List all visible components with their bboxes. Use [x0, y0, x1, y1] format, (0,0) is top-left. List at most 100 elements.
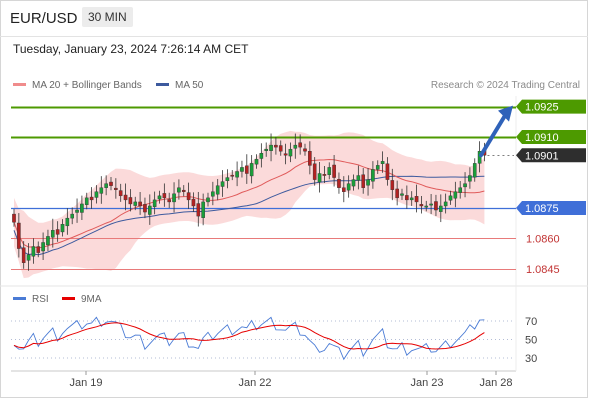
legend-ma20-label: MA 20 + Bollinger Bands — [32, 80, 142, 91]
candle-body — [468, 175, 472, 182]
candle-body — [186, 192, 191, 201]
candle-body — [424, 205, 429, 208]
bollinger-band — [14, 130, 485, 279]
candle-body — [89, 196, 94, 201]
candle-body — [191, 198, 196, 207]
candle-body — [312, 163, 317, 180]
candle-body — [409, 197, 414, 201]
candle-body — [337, 178, 341, 188]
rsi-ma-swatch-icon — [62, 296, 75, 300]
level-label-1.0875: 1.0875 — [516, 201, 586, 215]
candle-body — [463, 183, 467, 188]
candle-body — [332, 164, 336, 178]
candle-body — [429, 203, 433, 206]
candle-body — [60, 224, 65, 233]
candle-body — [293, 144, 298, 149]
candle-body — [269, 144, 273, 151]
candle-body — [249, 163, 254, 177]
level-tag-bg — [516, 148, 586, 163]
candle-body — [220, 181, 225, 187]
level-tag-text: 1.0910 — [525, 132, 559, 144]
level-label-1.0910: 1.0910 — [516, 130, 586, 144]
candle-body — [196, 203, 201, 217]
level-tag-bg — [516, 99, 586, 114]
candle-body — [472, 163, 477, 178]
legend-ma50-label: MA 50 — [175, 80, 204, 91]
x-tick-label: Jan 23 — [410, 377, 443, 389]
candle-body — [162, 193, 167, 199]
ma50-swatch-icon — [156, 82, 169, 86]
candle-body — [177, 187, 181, 193]
candle-body — [80, 203, 84, 213]
candle-body — [152, 199, 157, 207]
candle-body — [414, 196, 419, 203]
timestamp: Tuesday, January 23, 2024 7:26:14 AM CET — [13, 42, 249, 56]
legend-rsi: RSI — [13, 294, 49, 305]
legend-ma50: MA 50 — [156, 80, 203, 91]
candle-body — [36, 246, 41, 253]
candle-body — [453, 191, 458, 199]
rsi-line — [13, 316, 485, 361]
candle-body — [254, 159, 259, 165]
candle-body — [172, 193, 176, 203]
candle-body — [138, 201, 142, 207]
candle-body — [167, 199, 172, 203]
candle-body — [211, 191, 215, 197]
candle-body — [123, 194, 128, 201]
candle-body — [448, 195, 453, 201]
candle-body — [128, 197, 133, 205]
title-bar: EUR/USD 30 MIN — [0, 0, 588, 37]
ma20-line — [13, 158, 485, 249]
candle-body — [55, 229, 60, 235]
candle-body — [259, 153, 264, 159]
candle-body — [46, 236, 50, 246]
candle-body — [104, 183, 108, 188]
rsi-tick-label: 70 — [525, 316, 537, 328]
research-credit: Research © 2024 Trading Central — [430, 80, 580, 91]
level-label-1.0860: 1.0860 — [526, 233, 560, 245]
legend-rsi-ma-label: 9MA — [81, 294, 102, 305]
candle-body — [181, 189, 186, 192]
candle-body — [84, 197, 89, 205]
rsi-swatch-icon — [13, 296, 26, 300]
legend-ma20: MA 20 + Bollinger Bands — [13, 80, 142, 91]
level-label-1.0845: 1.0845 — [526, 264, 560, 276]
candle-body — [458, 187, 463, 193]
x-tick-label: Jan 22 — [238, 377, 271, 389]
candle-body — [400, 193, 404, 196]
candle-body — [215, 185, 220, 195]
candle-body — [346, 183, 351, 191]
rsi-tick-label: 50 — [525, 335, 537, 347]
candle-body — [380, 161, 385, 164]
candle-body — [264, 148, 269, 151]
forecast-arrow-head-icon — [498, 105, 513, 122]
candle-body — [133, 201, 138, 206]
timeframe-badge[interactable]: 30 MIN — [82, 7, 133, 27]
candle-body — [288, 148, 293, 157]
legend-rsi-label: RSI — [32, 294, 49, 305]
level-tag-text: 1.0845 — [526, 264, 560, 276]
candle-body — [322, 174, 327, 176]
forecast-arrow — [479, 113, 507, 158]
x-tick-label: Jan 28 — [479, 377, 512, 389]
candle-body — [147, 205, 152, 215]
level-label-1.0901: 1.0901 — [516, 148, 586, 163]
candle-body — [395, 188, 399, 199]
candle-body — [375, 165, 380, 170]
level-tag-text: 1.0901 — [525, 150, 559, 162]
candles-group — [12, 133, 487, 271]
level-tag-text: 1.0875 — [525, 203, 559, 215]
candle-body — [371, 169, 375, 182]
level-tag-bg — [516, 201, 586, 215]
level-tag-bg — [516, 130, 586, 144]
candle-body — [21, 247, 26, 263]
candle-body — [12, 213, 16, 223]
candle-body — [298, 142, 302, 148]
ma20-swatch-icon — [13, 82, 26, 86]
candle-body — [201, 201, 205, 218]
ma50-line — [13, 175, 485, 256]
candle-body — [94, 191, 99, 198]
candle-body — [99, 187, 104, 194]
candle-body — [419, 204, 424, 207]
